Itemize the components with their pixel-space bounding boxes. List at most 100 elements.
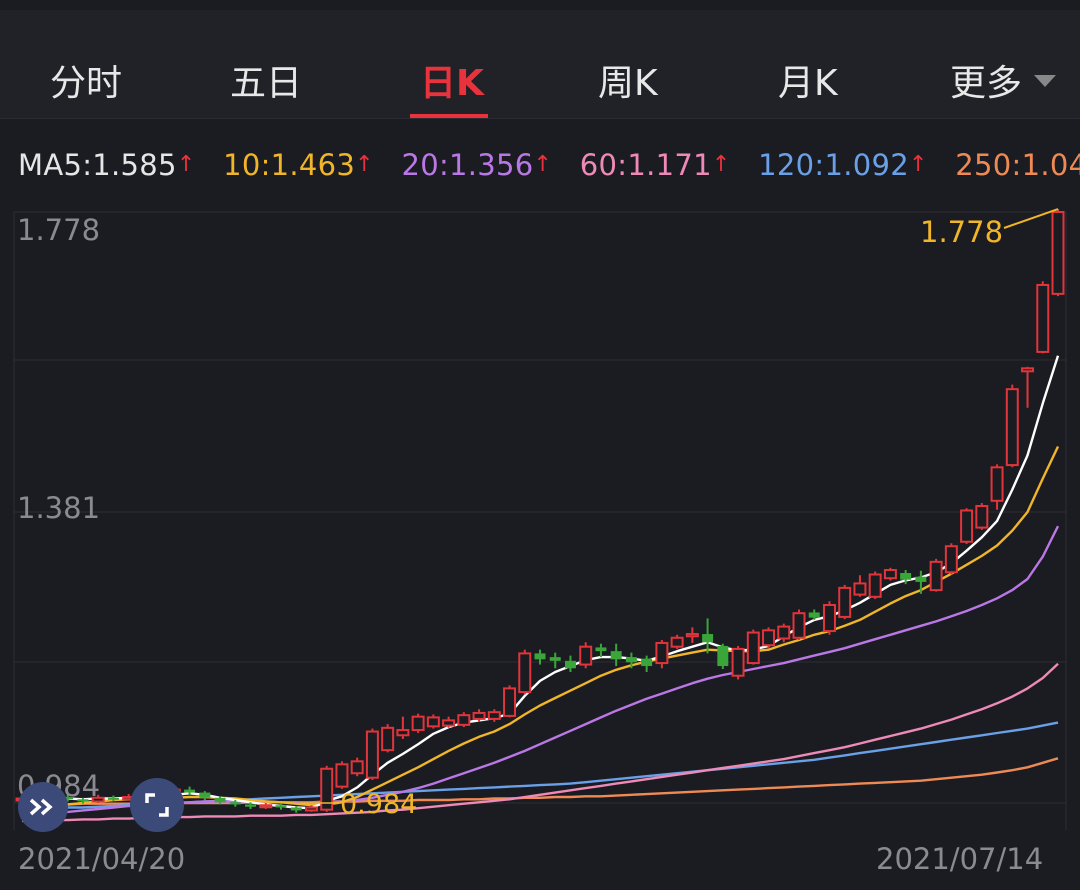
- candle-body: [702, 634, 714, 643]
- candle: [838, 584, 852, 620]
- candle: [853, 575, 867, 597]
- candle: [960, 508, 974, 544]
- candle: [184, 786, 196, 795]
- candle-body: [731, 647, 745, 677]
- candle: [549, 652, 561, 669]
- candle: [426, 714, 440, 729]
- candle-body: [214, 797, 226, 803]
- candle-body: [610, 651, 622, 660]
- candle-body: [411, 715, 425, 732]
- tab-five-day[interactable]: 五日: [230, 63, 303, 104]
- candle: [472, 709, 486, 722]
- candle-body: [381, 726, 395, 752]
- ma60-line: [22, 662, 1059, 823]
- candle-body: [929, 560, 943, 592]
- fullscreen-button[interactable]: [130, 778, 184, 832]
- ma20-label: 20:1.356: [401, 148, 534, 182]
- candle: [487, 709, 501, 722]
- candle: [77, 797, 89, 804]
- max-value-label: 1.778: [920, 215, 1003, 249]
- candle-body: [641, 658, 653, 667]
- ma-legend-item: 250:1.044↑: [955, 148, 1080, 182]
- candle: [335, 761, 349, 789]
- candle: [199, 791, 211, 801]
- candle-body: [259, 804, 273, 809]
- up-arrow-icon: ↑: [909, 152, 928, 177]
- candle-body: [564, 660, 576, 669]
- candle-body: [822, 604, 836, 633]
- candle-body: [487, 711, 501, 720]
- candle: [534, 649, 546, 665]
- status-strip: [0, 0, 1080, 32]
- candle: [685, 627, 699, 643]
- candle: [62, 794, 74, 802]
- candle-body: [549, 657, 561, 661]
- ma5-label: MA5:1.585: [18, 148, 177, 182]
- candle-body: [457, 714, 471, 726]
- candle-body: [91, 796, 105, 803]
- candle: [777, 623, 791, 643]
- candle: [381, 724, 395, 753]
- candle: [762, 627, 776, 649]
- candle-body: [1051, 211, 1065, 295]
- tab-monthly-k[interactable]: 月K: [778, 63, 838, 104]
- chevron-down-icon: [1034, 75, 1057, 87]
- candle: [320, 765, 334, 812]
- y-axis-label: 1.381: [17, 491, 100, 525]
- x-start-date: 2021/04/20: [18, 842, 186, 876]
- candle-body: [670, 636, 684, 648]
- candle-body: [915, 576, 927, 582]
- candle: [975, 503, 989, 530]
- candle: [1051, 209, 1065, 297]
- candle-body: [655, 641, 669, 665]
- candle: [670, 634, 684, 649]
- candle-body: [245, 804, 257, 807]
- candle: [900, 570, 912, 585]
- candle-body: [746, 631, 760, 665]
- candle: [259, 803, 273, 809]
- candle: [822, 601, 836, 635]
- candle: [411, 713, 425, 734]
- candle-body: [1021, 367, 1035, 373]
- candle: [579, 642, 593, 669]
- candle: [290, 805, 302, 813]
- candle: [868, 571, 882, 600]
- candle: [929, 558, 943, 592]
- candle: [503, 685, 517, 718]
- candle: [91, 794, 105, 803]
- candle: [717, 643, 729, 670]
- candle-body: [199, 792, 211, 798]
- candle-body: [335, 763, 349, 788]
- candle: [641, 655, 653, 672]
- candle-body: [304, 806, 318, 812]
- ma-legend-item: 10:1.463↑: [223, 148, 374, 182]
- candle: [595, 643, 607, 658]
- tab-more[interactable]: 更多: [950, 54, 1057, 106]
- candle: [442, 716, 456, 728]
- candle: [1005, 384, 1019, 468]
- candle-body: [838, 586, 852, 618]
- tab-minute[interactable]: 分时: [50, 63, 123, 104]
- candle: [229, 800, 241, 807]
- candle-body: [1036, 283, 1050, 353]
- candle: [625, 652, 637, 669]
- candle-body: [990, 466, 1004, 502]
- candle: [746, 629, 760, 665]
- candle: [731, 645, 745, 680]
- candle: [275, 803, 287, 810]
- candle-body: [853, 582, 867, 596]
- candle: [396, 716, 410, 739]
- tab-weekly-k[interactable]: 周K: [598, 63, 658, 104]
- candle-body: [792, 612, 806, 639]
- min-value-label: 0.984: [340, 789, 417, 820]
- ma250-label: 250:1.044: [955, 148, 1080, 182]
- candle: [944, 543, 958, 575]
- candle: [990, 464, 1004, 510]
- collapse-button[interactable]: [18, 782, 68, 832]
- candle-body: [229, 802, 241, 805]
- candle-body: [579, 645, 593, 666]
- tab-daily-k[interactable]: 日K: [420, 63, 484, 104]
- up-arrow-icon: ↑: [176, 152, 196, 177]
- candle: [808, 609, 820, 620]
